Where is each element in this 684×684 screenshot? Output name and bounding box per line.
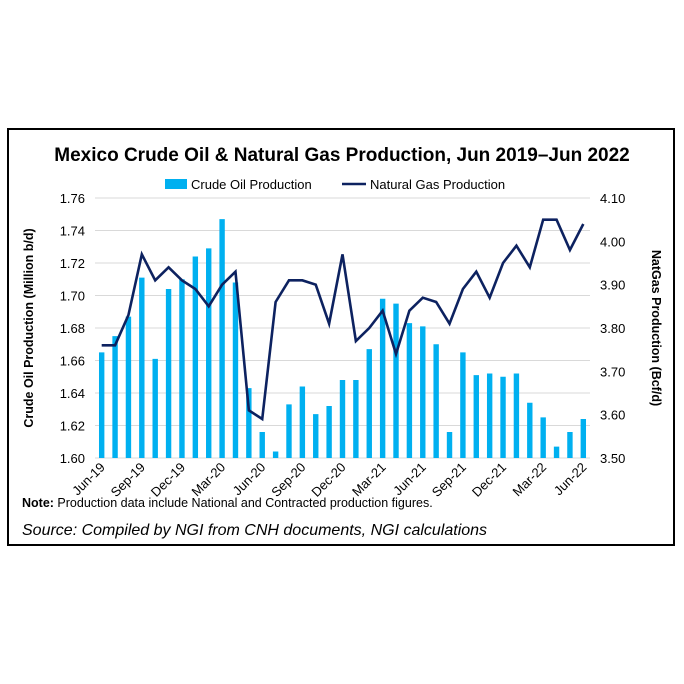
chart-source: Source: Compiled by NGI from CNH documen… (22, 522, 488, 539)
y-left-tick-label: 1.62 (60, 419, 85, 434)
x-tick-label: Mar-21 (349, 460, 389, 500)
y-right-tick-label: 3.70 (600, 364, 625, 379)
y-left-tick-label: 1.76 (60, 191, 85, 206)
y-right-axis-label: NatGas Production (Bcf/d) (649, 250, 663, 406)
bar-crude-oil (473, 375, 479, 458)
bar-crude-oil (580, 419, 587, 458)
x-tick-label: Jun-21 (390, 460, 429, 499)
bar-crude-oil (286, 404, 292, 458)
bar-crude-oil (540, 417, 546, 458)
chart-note: Note: Production data include National a… (22, 496, 433, 510)
bar-crude-oil (165, 289, 172, 458)
y-left-tick-label: 1.68 (60, 321, 85, 336)
bar-crude-oil (125, 316, 132, 458)
bar-crude-oil (567, 432, 573, 458)
y-left-axis-label: Crude Oil Production (Million b/d) (22, 228, 36, 427)
y-left-tick-label: 1.72 (60, 256, 85, 271)
x-tick-label: Sep-21 (429, 460, 469, 500)
bar-crude-oil (513, 373, 520, 458)
x-tick-label: Jun-22 (551, 460, 590, 499)
bar-crude-oil (379, 298, 386, 458)
bar-crude-oil (232, 282, 239, 458)
bar-crude-oil (486, 373, 493, 458)
x-tick-label: Dec-20 (308, 460, 348, 500)
bar-crude-oil (366, 349, 372, 458)
bar-crude-oil (433, 344, 439, 458)
x-tick-label: Dec-21 (469, 460, 509, 500)
y-left-tick-label: 1.60 (60, 451, 85, 466)
bar-crude-oil (272, 451, 279, 458)
chart-title: Mexico Crude Oil & Natural Gas Productio… (54, 145, 630, 166)
x-tick-label: Mar-20 (188, 460, 228, 500)
bar-crude-oil (460, 352, 466, 458)
chart-frame (7, 128, 675, 546)
bar-crude-oil (406, 323, 413, 458)
bar-crude-oil (152, 358, 158, 458)
bar-crude-oil (446, 432, 453, 458)
bar-crude-oil (139, 277, 145, 458)
bar-crude-oil (326, 406, 332, 458)
bar-crude-oil (299, 386, 306, 458)
bar-crude-oil (553, 446, 560, 458)
bar-crude-oil (259, 432, 265, 458)
bar-crude-oil (353, 380, 359, 458)
y-left-tick-label: 1.70 (60, 289, 85, 304)
y-right-tick-label: 4.00 (600, 234, 625, 249)
y-left-tick-label: 1.74 (60, 224, 85, 239)
x-tick-label: Dec-19 (148, 460, 188, 500)
legend-swatch-crude-oil (165, 179, 187, 189)
bar-crude-oil (527, 402, 533, 458)
bar-crude-oil (339, 380, 346, 458)
bar-crude-oil (313, 414, 319, 458)
bar-crude-oil (246, 388, 252, 458)
bar-crude-oil (500, 376, 506, 458)
y-right-tick-label: 3.90 (600, 278, 625, 293)
y-right-tick-label: 3.80 (600, 321, 625, 336)
x-tick-label: Jun-20 (230, 460, 269, 499)
line-natural-gas (101, 218, 585, 422)
bar-crude-oil (98, 352, 105, 458)
bar-crude-oil (420, 326, 426, 458)
legend-label-crude-oil: Crude Oil Production (191, 177, 312, 192)
bar-crude-oil (206, 248, 212, 458)
legend-label-natural-gas: Natural Gas Production (370, 177, 505, 192)
y-right-tick-label: 3.60 (600, 408, 625, 423)
y-right-tick-label: 4.10 (600, 191, 625, 206)
x-tick-label: Mar-22 (510, 460, 550, 500)
note-label: Note: (22, 496, 54, 510)
bar-crude-oil (112, 336, 118, 458)
bar-crude-oil (192, 256, 199, 458)
bar-crude-oil (393, 303, 399, 458)
x-tick-label: Sep-20 (268, 460, 308, 500)
x-tick-label: Sep-19 (108, 460, 148, 500)
bar-crude-oil (219, 219, 225, 458)
note-text: Production data include National and Con… (53, 496, 433, 510)
y-left-tick-label: 1.64 (60, 386, 85, 401)
bar-crude-oil (179, 279, 185, 458)
y-right-tick-label: 3.50 (600, 451, 625, 466)
y-left-tick-label: 1.66 (60, 354, 85, 369)
